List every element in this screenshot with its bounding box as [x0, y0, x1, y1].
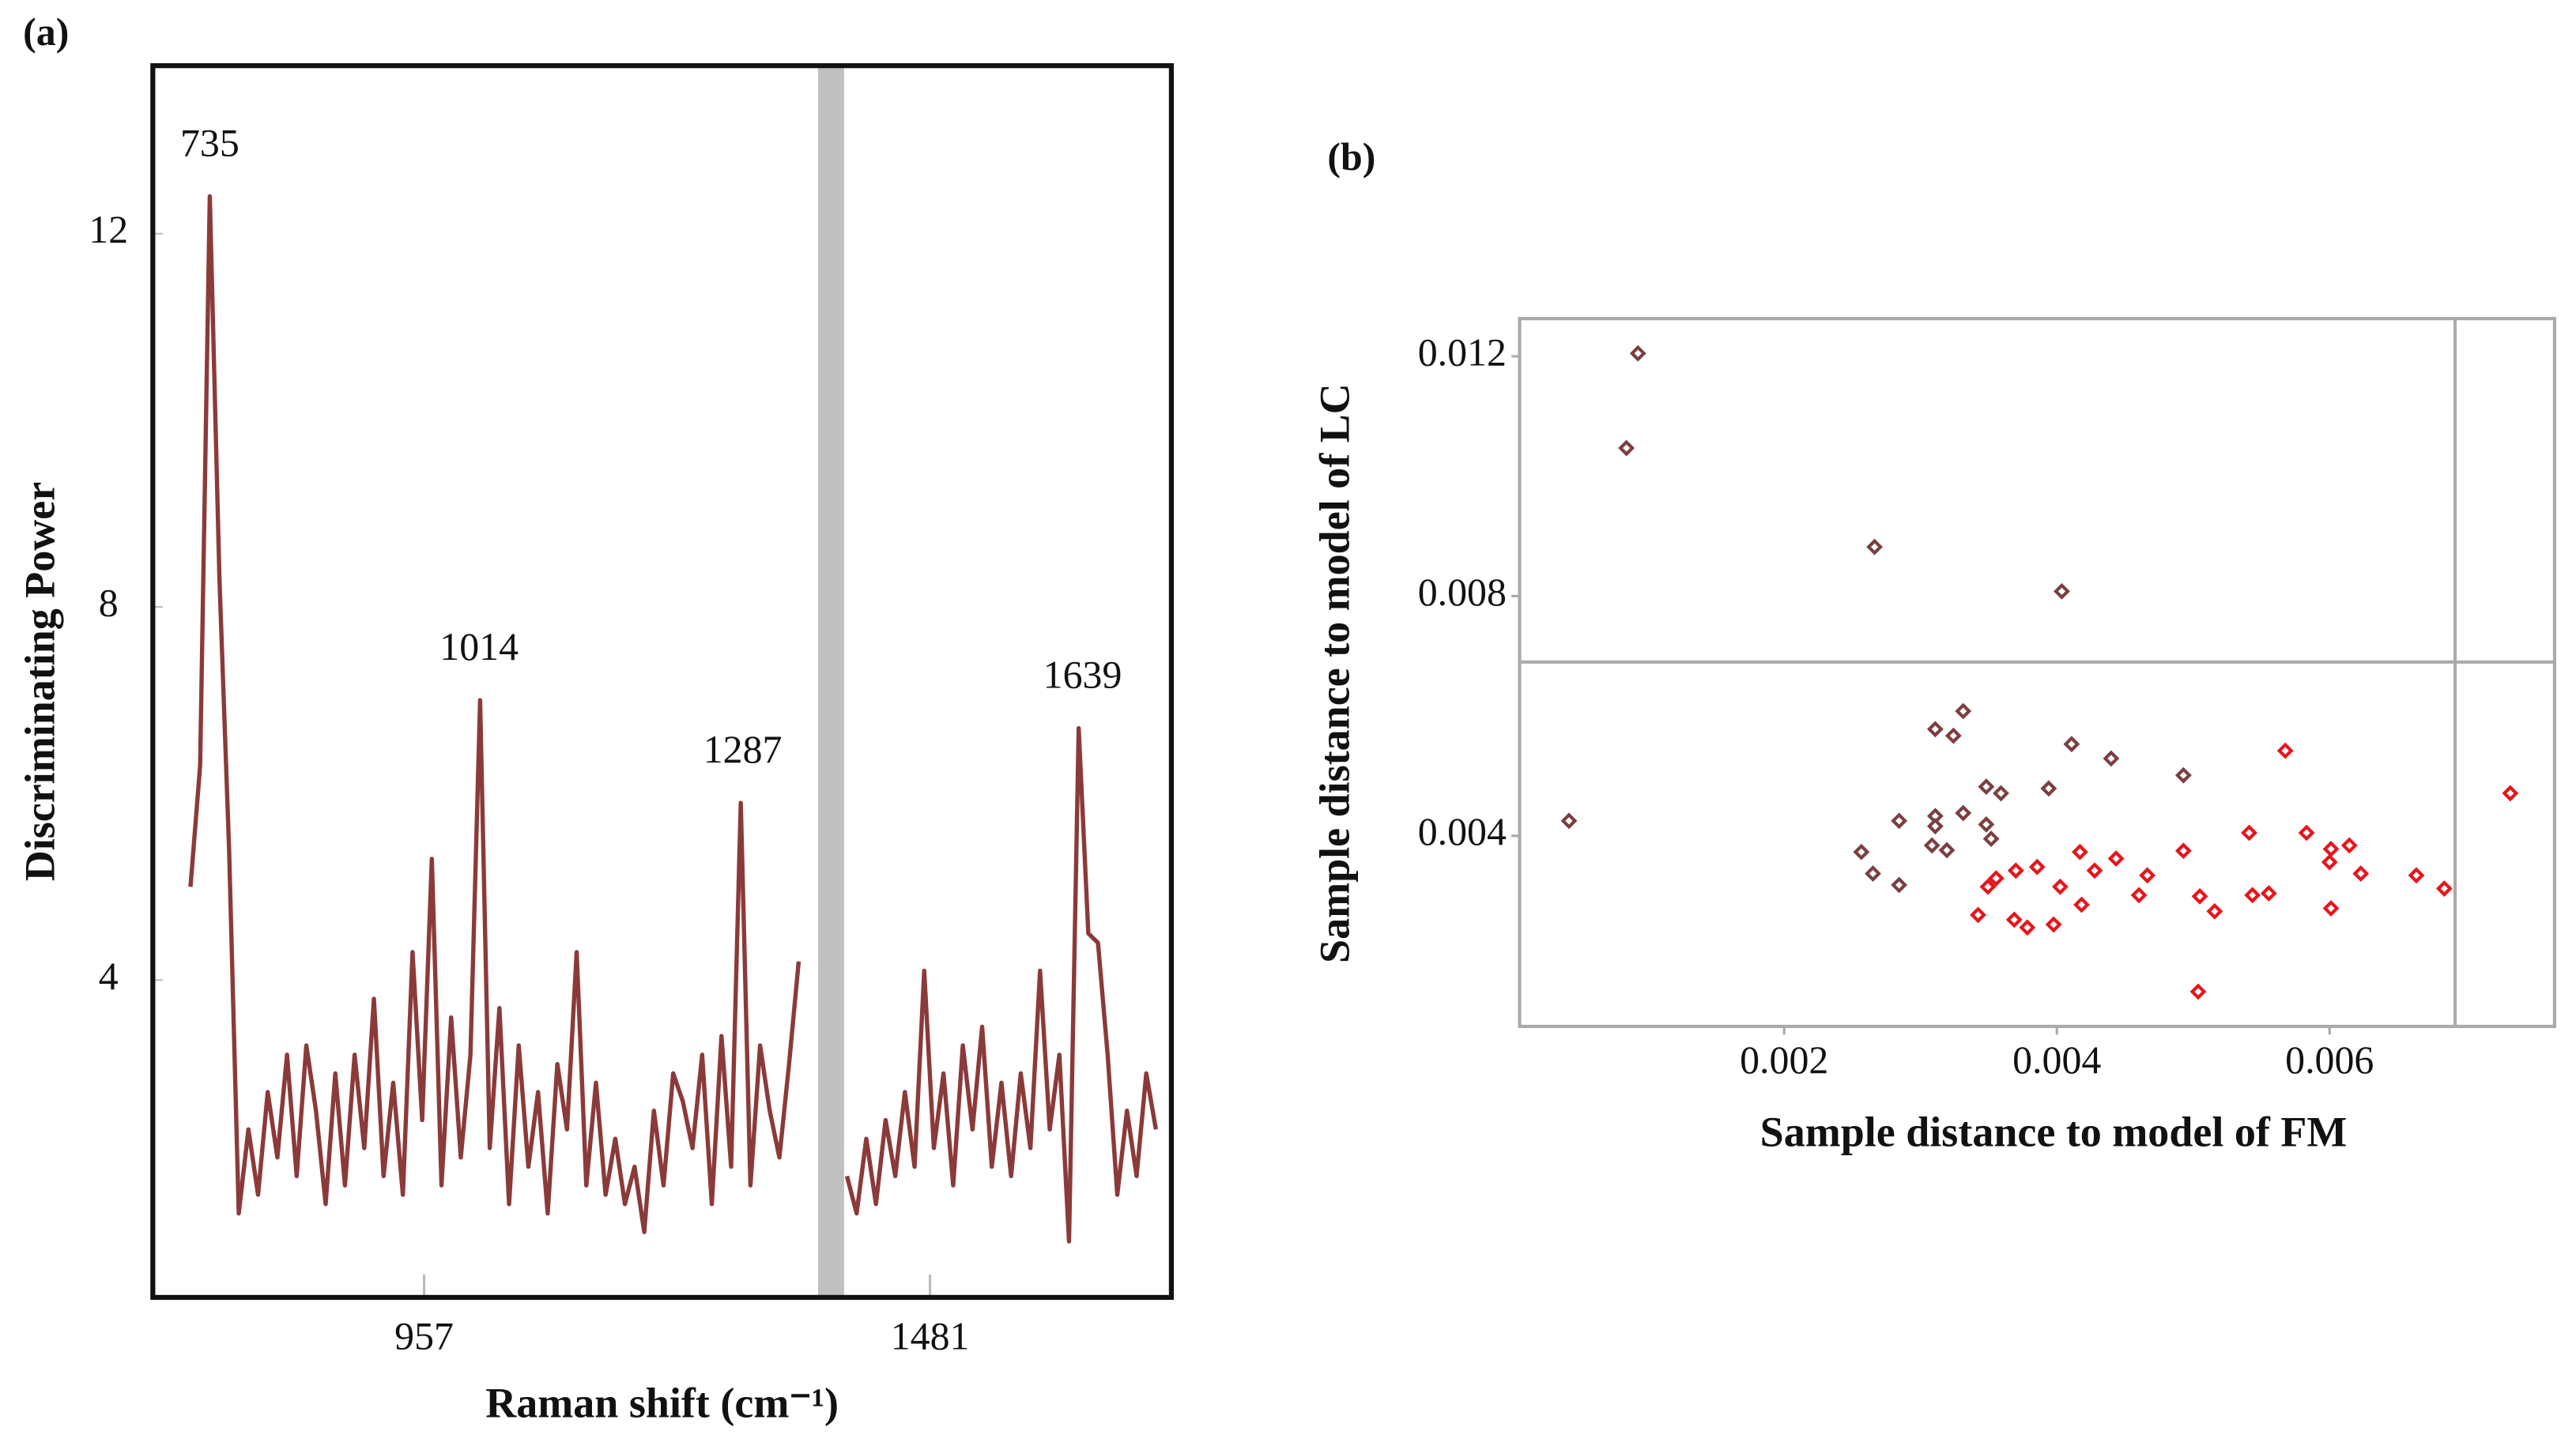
- scatter-point: [2321, 853, 2338, 871]
- spectrum-line: [188, 194, 1159, 1244]
- shaded-region: [817, 66, 844, 1297]
- scatter-point: [2352, 865, 2370, 882]
- scatter-point: [1987, 870, 2005, 887]
- scatter-point: [1865, 865, 1881, 882]
- scatter-point: [2260, 885, 2277, 902]
- peak-annotation: 735: [180, 122, 239, 165]
- scatter-point: [1970, 906, 1986, 924]
- x-tick-label: 0.002: [1740, 1038, 1828, 1082]
- scatter-point: [1853, 843, 1870, 860]
- scatter-point: [2054, 582, 2070, 600]
- scatter-point: [2322, 841, 2340, 857]
- scatter-point: [2502, 785, 2519, 802]
- scatter-point: [2408, 867, 2425, 884]
- scatter-point: [1979, 878, 1997, 895]
- scatter-point: [2040, 780, 2057, 797]
- scatter-point: [2206, 902, 2223, 920]
- scatter-point: [1560, 812, 1578, 830]
- x-axis-title: Sample distance to model of FM: [1760, 1109, 2348, 1156]
- y-tick-label: 0.012: [1418, 330, 1507, 374]
- scatter-point: [1866, 538, 1884, 555]
- scatter-point: [2063, 736, 2080, 753]
- scatter-point: [2007, 862, 2024, 879]
- x-tick-label: 0.006: [2285, 1038, 2374, 1082]
- y-tick-label: 4: [99, 955, 119, 998]
- scatter-point: [1982, 830, 2000, 847]
- scatter-point: [1955, 804, 1972, 822]
- scatter-point: [1923, 837, 1940, 854]
- y-tick-label: 0.004: [1418, 810, 1507, 853]
- scatter-point: [2298, 824, 2315, 842]
- scatter-point: [2028, 858, 2046, 876]
- scatter-point: [2174, 766, 2192, 784]
- scatter-point: [2103, 750, 2120, 767]
- scatter-point: [1618, 439, 1635, 457]
- scatter-point: [2340, 837, 2358, 854]
- scatter-point: [2107, 850, 2125, 868]
- scatter-point: [1891, 812, 1908, 830]
- scatter-point: [1891, 876, 1908, 894]
- scatter-point: [2191, 887, 2208, 905]
- scatter-point: [2019, 919, 2036, 936]
- scatter-point: [1944, 727, 1962, 744]
- y-tick-label: 12: [89, 208, 128, 251]
- y-axis-title: Sample distance to model of LC: [1311, 383, 1358, 963]
- scatter-point: [2073, 896, 2090, 913]
- scatter-point: [2130, 887, 2148, 904]
- scatter-point: [1955, 702, 1972, 720]
- scatter-point: [1978, 815, 1995, 833]
- x-axis-title: Raman shift (cm⁻¹): [485, 1380, 839, 1427]
- x-tick-label: 1481: [891, 1314, 970, 1358]
- scatter-point: [2005, 911, 2023, 928]
- plot-frame: [1518, 317, 2556, 1029]
- scatter-point: [2189, 983, 2207, 1000]
- panel-label: (a): [23, 10, 69, 54]
- scatter-point: [2241, 824, 2257, 842]
- peak-annotation: 1287: [703, 728, 783, 771]
- panel-label: (b): [1327, 135, 1375, 179]
- scatter-point: [1993, 785, 2009, 802]
- peak-annotation: 1014: [439, 625, 519, 668]
- plot-frame: [150, 63, 1175, 1301]
- y-tick-label: 8: [99, 582, 119, 625]
- scatter-point: [2322, 900, 2340, 917]
- scatter-point: [2435, 880, 2453, 897]
- y-tick-label: 0.008: [1418, 570, 1507, 614]
- scatter-point: [2051, 878, 2069, 895]
- scatter-point: [2276, 742, 2294, 759]
- scatter-point: [1926, 818, 1944, 835]
- y-axis-title: Discriminating Power: [17, 482, 64, 882]
- scatter-point: [2174, 842, 2192, 860]
- peak-annotation: 1639: [1043, 653, 1122, 697]
- scatter-point: [2086, 862, 2103, 879]
- scatter-point: [2071, 843, 2088, 860]
- scatter-point: [1978, 778, 1995, 796]
- x-tick-label: 0.004: [2012, 1038, 2101, 1082]
- scatter-point: [2244, 887, 2261, 904]
- scatter-point: [2139, 867, 2156, 884]
- scatter-point: [1926, 721, 1944, 738]
- scatter-point: [1629, 345, 1646, 362]
- scatter-point: [2045, 916, 2062, 933]
- scatter-point: [1938, 842, 1956, 859]
- x-tick-label: 957: [394, 1314, 454, 1358]
